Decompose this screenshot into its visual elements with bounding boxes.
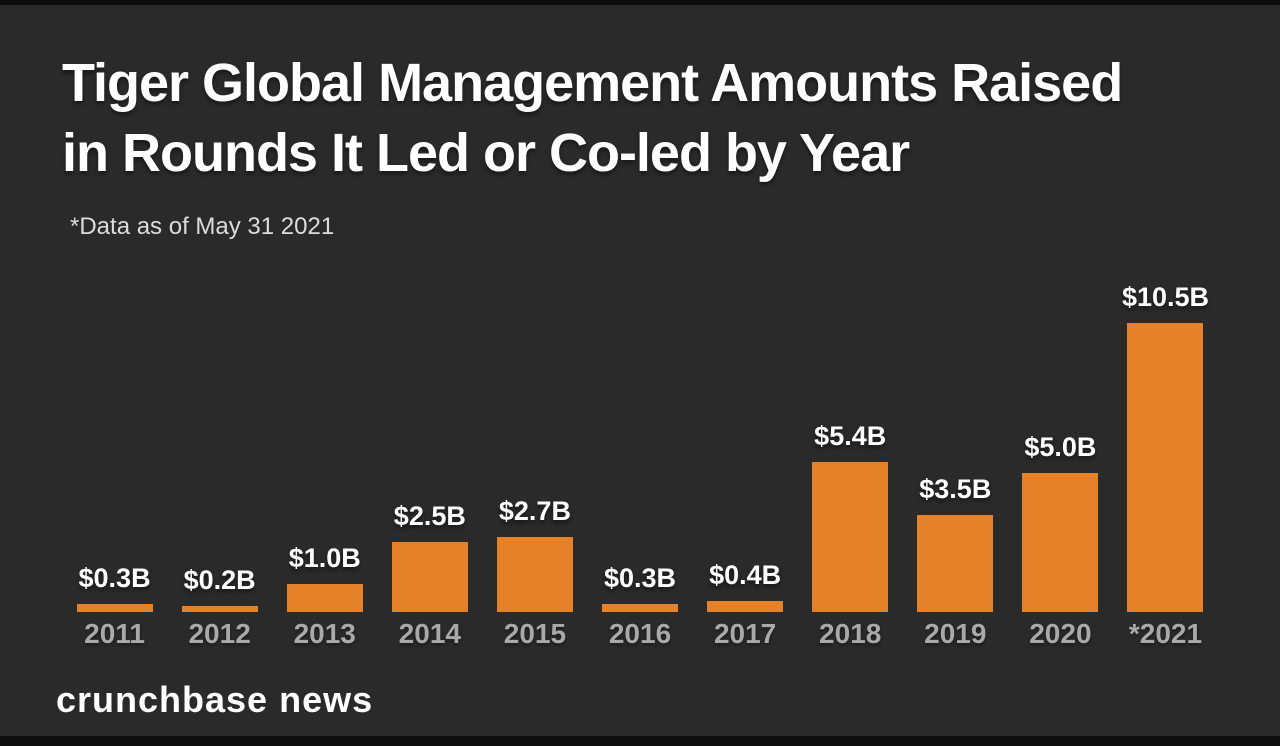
- bar-value-label: $2.5B: [393, 501, 466, 531]
- bar-category-label: 2013: [293, 618, 356, 649]
- bar-category-label: 2018: [819, 618, 882, 649]
- bar: [1127, 323, 1204, 613]
- bar-value-label: $3.5B: [919, 474, 992, 504]
- bar-value-label: $10.5B: [1121, 282, 1210, 312]
- bar-value-label: $5.0B: [1024, 432, 1097, 462]
- bar-category-label: 2011: [84, 618, 145, 649]
- bar-category-label: 2014: [398, 618, 461, 649]
- top-edge-strip: [0, 0, 1280, 5]
- bar-value-label: $0.3B: [78, 563, 151, 593]
- bar-value-label: $0.4B: [709, 560, 782, 590]
- bar: [496, 537, 573, 612]
- bar-column: $0.4B 2017: [693, 282, 798, 650]
- bar-category-label: 2015: [503, 618, 567, 649]
- bar-column: $1.0B 2013: [272, 282, 377, 650]
- bar-category-label: 2020: [1029, 618, 1092, 649]
- bar-column: $3.5B 2019: [903, 282, 1008, 650]
- bar-column: $5.0B 2020: [1008, 282, 1113, 650]
- data-as-of-note: *Data as of May 31 2021: [70, 213, 335, 240]
- bar: [602, 604, 679, 612]
- bar: [1022, 473, 1099, 612]
- bar: [812, 462, 889, 612]
- bar-column: $10.5B *2021: [1113, 282, 1218, 650]
- bottom-edge-strip: [0, 736, 1280, 746]
- page-title-line-2: in Rounds It Led or Co-led by Year: [62, 123, 910, 183]
- bar-category-label: *2021: [1128, 618, 1203, 649]
- bar-chart: $0.3B 2011 $0.2B 2012 $1.0B 2013 $2.5B 2…: [62, 282, 1218, 650]
- bar: [181, 606, 258, 612]
- bar: [286, 584, 363, 612]
- bar-column: $0.3B 2011: [62, 282, 167, 650]
- bar: [707, 601, 784, 612]
- bar-category-label: 2016: [608, 618, 672, 649]
- bar-category-label: 2017: [713, 618, 777, 649]
- bar-category-label: 2019: [924, 618, 987, 649]
- brand-wordmark: crunchbase news: [56, 679, 374, 720]
- bar-column: $2.5B 2014: [377, 282, 482, 650]
- bar-value-label: $0.2B: [183, 565, 256, 595]
- page-title-line-1: Tiger Global Management Amounts Raised: [62, 53, 1123, 113]
- bar: [917, 515, 994, 612]
- bar-column: $0.3B 2016: [587, 282, 692, 650]
- bar-category-label: 2012: [188, 618, 251, 649]
- bar-value-label: $2.7B: [498, 496, 571, 526]
- bar-value-label: $0.3B: [603, 563, 677, 593]
- bar-value-label: $5.4B: [814, 421, 887, 451]
- bar-value-label: $1.0B: [288, 543, 361, 573]
- bar-column: $5.4B 2018: [798, 282, 903, 650]
- bar-column: $0.2B 2012: [167, 282, 272, 650]
- bar-column: $2.7B 2015: [482, 282, 587, 650]
- bar: [391, 542, 468, 612]
- bar: [76, 604, 153, 612]
- page-title: Tiger Global Management Amounts Raised i…: [62, 48, 1222, 188]
